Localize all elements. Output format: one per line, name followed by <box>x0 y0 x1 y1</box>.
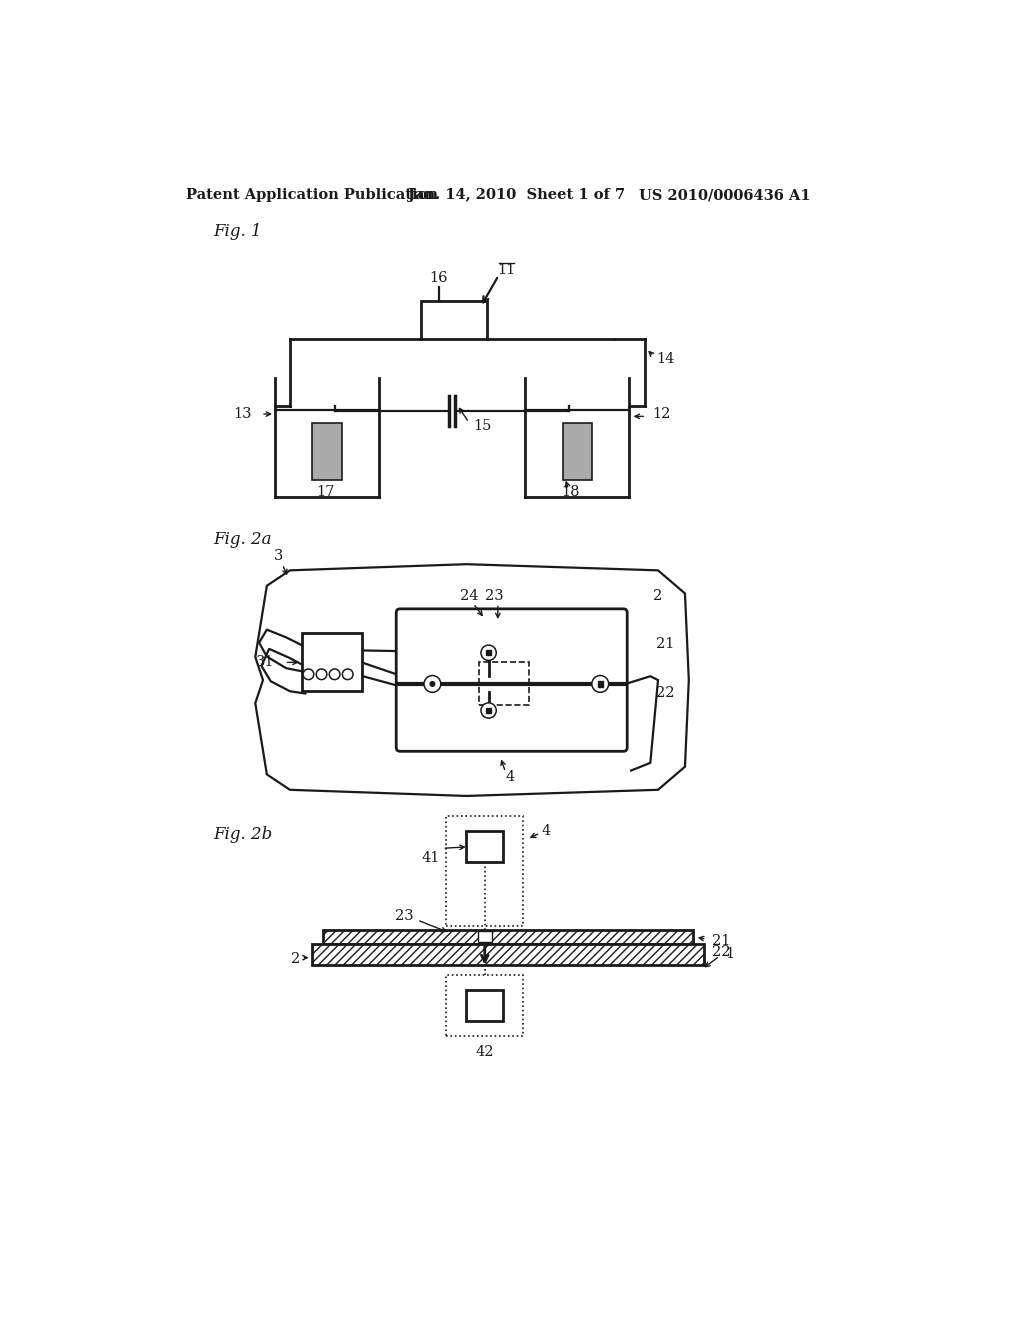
Text: Patent Application Publication: Patent Application Publication <box>186 189 438 202</box>
Text: 15: 15 <box>473 420 492 433</box>
Text: 22: 22 <box>655 686 674 700</box>
Circle shape <box>482 705 495 717</box>
Text: 14: 14 <box>656 351 675 366</box>
Circle shape <box>424 676 441 693</box>
Text: 21: 21 <box>712 933 730 948</box>
Text: 4: 4 <box>506 770 515 784</box>
Text: 21: 21 <box>655 636 674 651</box>
Text: Fig. 2a: Fig. 2a <box>214 531 272 548</box>
Bar <box>323 929 692 944</box>
Text: 23: 23 <box>485 589 504 603</box>
Circle shape <box>425 677 439 690</box>
Bar <box>598 681 603 686</box>
Bar <box>312 422 342 480</box>
Text: 31: 31 <box>256 655 274 669</box>
Circle shape <box>303 669 313 680</box>
Bar <box>486 649 492 656</box>
Text: 22: 22 <box>712 945 730 958</box>
Circle shape <box>342 669 353 680</box>
Bar <box>421 301 486 339</box>
Text: US 2010/0006436 A1: US 2010/0006436 A1 <box>639 189 810 202</box>
Bar <box>562 422 592 480</box>
Text: 2: 2 <box>653 589 663 603</box>
Text: 4: 4 <box>542 825 551 838</box>
Circle shape <box>304 671 312 678</box>
Text: 13: 13 <box>233 407 252 421</box>
Circle shape <box>330 669 340 680</box>
Bar <box>466 832 503 862</box>
Text: 24: 24 <box>460 589 478 603</box>
Circle shape <box>482 647 495 659</box>
Text: 18: 18 <box>561 484 580 499</box>
Circle shape <box>344 671 351 678</box>
Circle shape <box>430 681 435 686</box>
Text: 41: 41 <box>422 851 440 866</box>
Bar <box>311 944 705 965</box>
Text: Fig. 2b: Fig. 2b <box>214 826 273 843</box>
Bar <box>323 929 692 944</box>
Bar <box>446 816 523 927</box>
Text: 23: 23 <box>394 909 414 923</box>
Circle shape <box>316 669 327 680</box>
FancyBboxPatch shape <box>396 609 628 751</box>
Text: 16: 16 <box>429 271 447 285</box>
Bar <box>301 634 361 692</box>
Bar <box>311 944 705 965</box>
Bar <box>446 974 523 1036</box>
Text: 17: 17 <box>316 484 335 499</box>
Circle shape <box>481 702 497 718</box>
Text: Jan. 14, 2010  Sheet 1 of 7: Jan. 14, 2010 Sheet 1 of 7 <box>408 189 625 202</box>
Circle shape <box>331 671 339 678</box>
Bar <box>466 990 503 1020</box>
Bar <box>478 663 528 705</box>
Text: 1: 1 <box>725 946 734 961</box>
Text: 11: 11 <box>498 263 515 277</box>
Text: 2: 2 <box>292 952 301 966</box>
Text: Fig. 1: Fig. 1 <box>214 223 262 240</box>
Circle shape <box>317 671 326 678</box>
Text: 12: 12 <box>652 407 671 421</box>
Bar <box>486 708 492 713</box>
Text: 3: 3 <box>273 549 283 564</box>
Text: 42: 42 <box>475 1044 494 1059</box>
Circle shape <box>592 676 608 693</box>
Circle shape <box>593 677 607 690</box>
Circle shape <box>481 645 497 660</box>
Bar <box>478 932 492 942</box>
